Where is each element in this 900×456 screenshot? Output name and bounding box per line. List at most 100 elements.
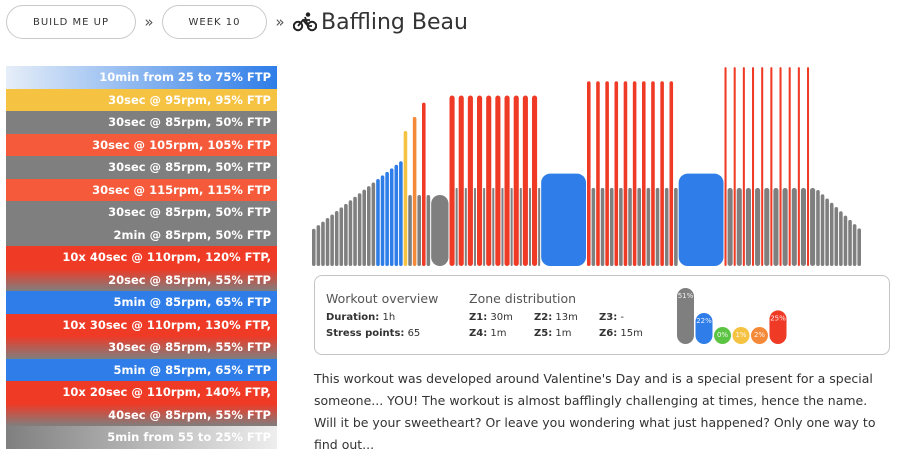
zone-bar-label: 1% xyxy=(735,331,746,339)
workout-step: 5min @ 85rpm, 65% FTP xyxy=(6,358,277,381)
zone-bar xyxy=(732,327,750,344)
interval-off-bar xyxy=(609,187,614,266)
zone-label: Z4: xyxy=(469,328,488,339)
workout-step: 30sec @ 85rpm, 50% FTP xyxy=(6,201,277,224)
interval-off-bar xyxy=(755,187,761,266)
interval-off-bar xyxy=(473,187,476,266)
bicycle-icon xyxy=(293,12,317,32)
power-bar xyxy=(412,116,417,266)
workout-profile xyxy=(312,67,861,266)
interval-on-bar xyxy=(477,95,483,266)
interval-off-bar xyxy=(510,187,513,266)
zone-value: 13m xyxy=(552,312,578,323)
zone-bar xyxy=(714,327,731,344)
interval-off-bar xyxy=(501,187,504,266)
zone-value: - xyxy=(617,312,625,323)
workout-steps: 10min from 25 to 75% FTP 30sec @ 95rpm, 9… xyxy=(6,66,277,449)
interval-on-bar xyxy=(642,81,646,266)
zone-distribution: Zone distribution Z1: 30m Z2: 13m Z3: - Z4:… xyxy=(469,291,659,342)
ramp-bar xyxy=(362,189,366,266)
zone-bar xyxy=(769,310,787,344)
power-bar xyxy=(678,173,724,266)
zone-label: Z2: xyxy=(534,312,553,323)
interval-on-bar xyxy=(724,67,727,266)
ramp-bar xyxy=(357,193,362,266)
ramp-bar xyxy=(367,186,371,266)
interval-off-bar xyxy=(646,187,651,266)
interval-off-bar xyxy=(782,187,788,266)
interval-on-bar xyxy=(669,81,674,266)
zone-value: 1m xyxy=(487,328,507,339)
ramp-bar xyxy=(385,171,389,266)
interval-on-bar xyxy=(495,95,501,266)
ramp-bar xyxy=(834,207,839,266)
breadcrumb: BUILD ME UP » WEEK 10 » Baffling Beau xyxy=(6,5,468,39)
zone-label: Z1: xyxy=(469,312,488,323)
ramp-bar xyxy=(852,224,857,266)
stress-line: Stress points: 65 xyxy=(326,326,438,342)
zone-bar xyxy=(695,313,713,344)
zone-item: Z4: 1m xyxy=(469,326,534,342)
interval-off-bar xyxy=(810,187,816,266)
workout-step: 40sec @ 85rpm, 55% FTP xyxy=(6,403,277,426)
interval-on-bar xyxy=(651,81,655,266)
interval-on-bar xyxy=(614,81,619,266)
interval-on-bar xyxy=(779,67,782,266)
interval-off-bar xyxy=(800,187,806,266)
power-bar xyxy=(541,173,586,266)
ramp-bar xyxy=(312,228,316,266)
zone-bar xyxy=(677,288,694,344)
breadcrumb-plan-link[interactable]: BUILD ME UP xyxy=(6,5,136,39)
workout-step: 30sec @ 85rpm, 50% FTP xyxy=(6,111,277,134)
interval-on-bar xyxy=(788,67,791,266)
workout-step: 2min @ 85rpm, 50% FTP xyxy=(6,223,277,246)
zone-heading: Zone distribution xyxy=(469,291,577,306)
interval-off-bar xyxy=(674,187,678,266)
interval-off-bar xyxy=(455,187,458,266)
zone-item: Z6: 15m xyxy=(599,326,659,342)
zone-bar-label: 22% xyxy=(696,317,712,325)
power-bar xyxy=(431,194,449,266)
interval-off-bar xyxy=(528,187,531,266)
zone-bar xyxy=(751,327,768,344)
ramp-bar xyxy=(843,215,848,266)
ramp-bar xyxy=(394,164,399,266)
interval-on-bar xyxy=(632,81,637,266)
interval-off-bar xyxy=(655,187,660,266)
zone-bar-label: 25% xyxy=(770,314,786,322)
zone-bar-label: 51% xyxy=(678,292,694,300)
interval-off-bar xyxy=(791,187,797,266)
breadcrumb-week-link[interactable]: WEEK 10 xyxy=(162,5,267,39)
overview-summary: Workout overview Duration: 1h Stress poi… xyxy=(326,291,438,342)
ramp-bar xyxy=(816,189,820,266)
power-bar xyxy=(417,194,421,266)
interval-on-bar xyxy=(742,67,745,266)
interval-on-bar xyxy=(467,95,473,266)
stress-label: Stress points: xyxy=(326,328,405,339)
interval-on-bar xyxy=(513,95,519,266)
duration-value: 1h xyxy=(379,312,396,323)
zone-value: 15m xyxy=(617,328,643,339)
interval-on-bar xyxy=(587,81,591,266)
interval-on-bar xyxy=(522,95,528,266)
interval-on-bar xyxy=(660,81,664,266)
ramp-bar xyxy=(376,178,380,266)
interval-off-bar xyxy=(492,187,495,266)
workout-step: 10x 30sec @ 110rpm, 130% FTP, xyxy=(6,313,277,336)
zone-item: Z5: 1m xyxy=(534,326,599,342)
interval-on-bar xyxy=(623,81,628,266)
ramp-bar xyxy=(353,196,357,266)
workout-step: 20sec @ 85rpm, 55% FTP xyxy=(6,268,277,291)
workout-step: 30sec @ 115rpm, 115% FTP xyxy=(6,178,277,201)
ramp-bar xyxy=(348,200,353,266)
power-bar xyxy=(403,131,408,266)
interval-off-bar xyxy=(637,187,641,266)
zone-grid: Z1: 30m Z2: 13m Z3: - Z4: 1m Z5: 1m Z6: 15m xyxy=(469,310,659,342)
workout-step: 5min @ 85rpm, 65% FTP xyxy=(6,291,277,314)
interval-on-bar xyxy=(605,81,609,266)
workout-step: 10x 20sec @ 110rpm, 140% FTP, xyxy=(6,381,277,404)
interval-on-bar xyxy=(752,67,755,266)
ramp-bar xyxy=(389,168,394,266)
zone-bars: 51% 22% 0% 1% 2% 25% xyxy=(677,288,787,344)
interval-on-bar xyxy=(532,95,538,266)
